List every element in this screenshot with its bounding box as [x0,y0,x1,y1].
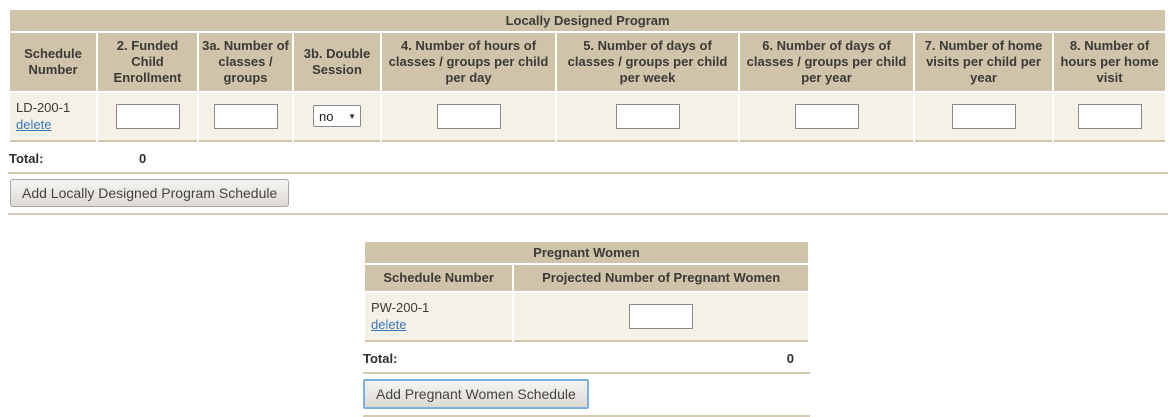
ld-col-home-visits-per-year: 7. Number of home visits per child per y… [915,33,1052,91]
days-per-week-input[interactable] [615,103,680,129]
projected-pregnant-women-input[interactable] [629,303,694,329]
ld-col-funded-child-enrollment: 2. Funded Child Enrollment [98,33,197,91]
table-row: LD-200-1 delete no ▼ [10,92,1166,142]
ld-schedule-cell: LD-200-1 delete [10,92,96,142]
double-session-value: no [319,108,334,124]
ld-col-days-per-year: 6. Number of days of classes / groups pe… [740,33,913,91]
classes-groups-input[interactable] [213,103,278,129]
funded-child-enrollment-input[interactable] [115,103,180,129]
pregnant-women-section: Pregnant Women Schedule Number Projected… [363,240,810,417]
divider [363,371,810,374]
pw-schedule-cell: PW-200-1 delete [365,292,513,342]
pw-total-value: 0 [786,350,794,366]
ld-schedule-number: LD-200-1 [16,99,71,115]
locally-designed-program-table: Locally Designed Program Schedule Number… [8,8,1167,144]
double-session-select[interactable]: no ▼ [313,105,361,128]
ld-col-number-of-classes: 3a. Number of classes / groups [199,33,292,91]
ld-delete-link[interactable]: delete [16,117,52,133]
pw-total-row: Total: 0 [363,344,810,372]
ld-total-row: Total: 0 [8,144,1165,172]
home-visits-per-year-input[interactable] [951,103,1016,129]
pw-table-title: Pregnant Women [365,241,808,263]
ld-total-label: Total: [9,150,44,166]
hours-per-home-visit-input[interactable] [1077,103,1142,129]
days-per-year-input[interactable] [794,103,859,129]
pw-schedule-number: PW-200-1 [371,299,430,315]
add-pregnant-women-schedule-button[interactable]: Add Pregnant Women Schedule [363,378,589,409]
ld-col-double-session: 3b. Double Session [294,33,380,91]
pregnant-women-table: Pregnant Women Schedule Number Projected… [363,240,810,344]
pw-total-label: Total: [363,350,398,366]
table-row: PW-200-1 delete [365,292,808,342]
ld-col-hours-per-day: 4. Number of hours of classes / groups p… [382,33,555,91]
ld-col-schedule-number: Schedule Number [10,33,96,91]
divider [8,212,1168,215]
ld-table-title: Locally Designed Program [10,10,1166,31]
locally-designed-program-section: Locally Designed Program Schedule Number… [8,8,1168,215]
pw-col-schedule-number: Schedule Number [365,264,513,291]
divider [8,171,1168,174]
ld-total-value: 0 [139,150,147,166]
divider [363,414,810,417]
ld-col-hours-per-home-visit: 8. Number of hours per home visit [1054,33,1166,91]
pw-delete-link[interactable]: delete [371,317,407,333]
hours-per-day-input[interactable] [436,103,501,129]
ld-col-days-per-week: 5. Number of days of classes / groups pe… [557,33,738,91]
pw-col-projected-number: Projected Number of Pregnant Women [514,264,808,291]
add-locally-designed-program-schedule-button[interactable]: Add Locally Designed Program Schedule [10,178,290,207]
dropdown-arrow-icon: ▼ [348,111,356,121]
